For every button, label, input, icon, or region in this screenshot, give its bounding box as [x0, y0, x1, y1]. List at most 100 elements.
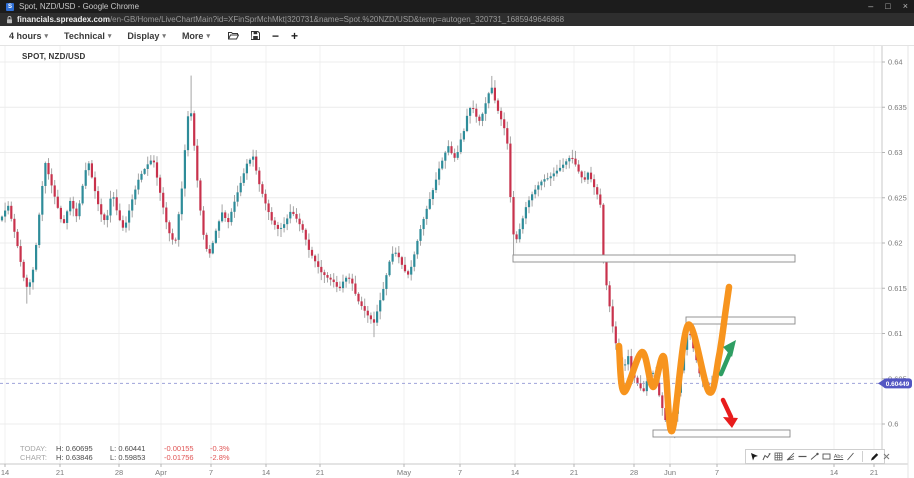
candle-body — [462, 131, 465, 140]
support-resistance-zone[interactable] — [652, 429, 791, 438]
open-folder-icon[interactable] — [227, 31, 239, 40]
candle-body — [183, 150, 186, 189]
y-axis-label: 0.62 — [888, 239, 903, 248]
x-axis-label: 7 — [715, 468, 719, 477]
support-resistance-zone[interactable] — [512, 254, 796, 263]
candle-body — [146, 164, 149, 169]
candle-body — [224, 212, 227, 219]
candle-body — [59, 207, 62, 220]
candle-body — [583, 177, 586, 180]
timeframe-menu-label: 4 hours — [9, 30, 42, 41]
candle-body — [385, 275, 388, 289]
display-menu[interactable]: Display ▾ — [127, 31, 166, 41]
candle-body — [168, 222, 171, 234]
candle-body — [323, 272, 326, 276]
candle-body — [527, 200, 531, 208]
candle-body — [19, 246, 22, 262]
candle-body — [279, 227, 283, 229]
url-path: /en-GB/Home/LiveChartMain?id=XFinSprMchM… — [109, 15, 565, 24]
x-axis-label: 14 — [1, 468, 9, 477]
candle-body — [53, 185, 56, 197]
candle-body — [134, 189, 137, 200]
price-chart[interactable]: 0.640.6350.630.6250.620.6150.610.6050.61… — [0, 45, 914, 478]
polyline-arrow-tool[interactable] — [762, 452, 771, 462]
candle-body — [35, 245, 38, 270]
candle-body — [506, 128, 509, 144]
candle-body — [524, 207, 527, 219]
x-axis-label: 14 — [262, 468, 270, 477]
candle-body — [549, 176, 552, 179]
technical-menu[interactable]: Technical ▾ — [64, 31, 111, 41]
address-bar[interactable]: financials.spreadex.com/en-GB/Home/LiveC… — [0, 13, 914, 26]
candle-body — [599, 194, 602, 205]
timeframe-menu[interactable]: 4 hours ▾ — [9, 31, 48, 41]
candle-body — [447, 146, 450, 153]
candle-body — [221, 212, 224, 222]
pencil-tool-icon[interactable] — [870, 452, 879, 462]
candle-body — [329, 277, 332, 280]
candle-body — [242, 173, 245, 183]
candle-body — [69, 200, 72, 212]
candle-body — [639, 383, 642, 389]
candle-body — [298, 218, 301, 225]
x-axis-label: 21 — [570, 468, 578, 477]
text-tool[interactable]: Abc — [833, 453, 844, 460]
close-tool[interactable] — [882, 452, 891, 462]
candle-body — [109, 198, 112, 216]
legend-change: -0.01756 — [164, 453, 194, 462]
y-axis-label: 0.635 — [888, 103, 907, 112]
support-resistance-zone[interactable] — [685, 316, 796, 325]
candle-body — [518, 229, 521, 240]
zoom-in-button[interactable]: + — [290, 28, 298, 43]
candle-body — [31, 269, 35, 283]
y-axis-label: 0.625 — [888, 193, 907, 202]
candle-body — [335, 282, 338, 287]
horizontal-line-tool[interactable] — [798, 452, 807, 462]
x-axis-label: Jun — [664, 468, 676, 477]
candle-body — [131, 199, 134, 211]
x-axis-label: 7 — [458, 468, 462, 477]
x-axis-label: 21 — [870, 468, 878, 477]
more-menu[interactable]: More ▾ — [182, 31, 210, 41]
candle-body — [496, 100, 500, 111]
candle-body — [310, 249, 314, 256]
close-button[interactable]: × — [902, 1, 908, 11]
candle-body — [314, 255, 317, 262]
candle-body — [174, 239, 177, 241]
rectangle-tool[interactable] — [822, 452, 831, 462]
zoom-out-button[interactable]: − — [271, 28, 279, 43]
candle-body — [326, 275, 329, 278]
price-chart-canvas[interactable]: 0.640.6350.630.6250.620.6150.610.6050.61… — [0, 45, 914, 478]
candle-body — [562, 164, 565, 168]
grid-tool[interactable] — [774, 452, 783, 462]
candle-body — [531, 194, 534, 201]
diagonal-line-tool[interactable] — [846, 452, 855, 462]
url-text[interactable]: financials.spreadex.com/en-GB/Home/LiveC… — [17, 15, 564, 24]
candle-body — [338, 286, 341, 289]
minimize-button[interactable]: – — [868, 1, 874, 11]
down-trend-arrow-annotation[interactable] — [720, 397, 738, 428]
x-axis-label: Apr — [155, 468, 167, 477]
candle-body — [217, 221, 221, 231]
x-axis-label: 7 — [209, 468, 213, 477]
save-icon[interactable] — [250, 31, 260, 40]
legend-row-chart: CHART: H: 0.63846 L: 0.59853 -0.01756 -2… — [20, 453, 240, 462]
candle-body — [546, 178, 549, 180]
legend-scope: TODAY: — [20, 444, 47, 453]
up-trend-arrow-annotation[interactable] — [718, 340, 736, 377]
candle-body — [276, 224, 279, 229]
ray-lines-tool[interactable] — [786, 452, 795, 462]
candle-body — [190, 113, 193, 117]
candle-body — [515, 234, 518, 240]
candle-body — [41, 185, 44, 215]
candle-body — [4, 210, 7, 217]
chevron-down-icon: ▾ — [107, 32, 112, 40]
hand-drawn-squiggle-annotation[interactable] — [615, 283, 733, 435]
trend-line-tool[interactable] — [810, 452, 819, 462]
pointer-tool-icon[interactable] — [750, 452, 759, 462]
candle-body — [118, 210, 121, 221]
candle-body — [180, 188, 183, 215]
maximize-button[interactable]: □ — [885, 1, 891, 11]
candle-body — [459, 139, 462, 153]
window-title: Spot, NZD/USD - Google Chrome — [19, 2, 140, 11]
